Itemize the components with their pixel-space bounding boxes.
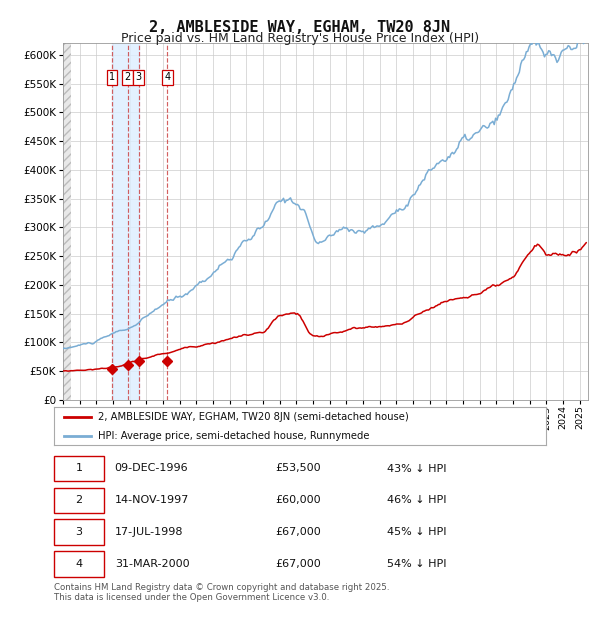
Text: 43% ↓ HPI: 43% ↓ HPI bbox=[386, 464, 446, 474]
Text: Contains HM Land Registry data © Crown copyright and database right 2025.
This d: Contains HM Land Registry data © Crown c… bbox=[54, 583, 389, 602]
Text: 3: 3 bbox=[76, 527, 83, 537]
Text: 46% ↓ HPI: 46% ↓ HPI bbox=[386, 495, 446, 505]
Text: 2: 2 bbox=[124, 73, 131, 82]
Text: 45% ↓ HPI: 45% ↓ HPI bbox=[386, 527, 446, 537]
Text: 09-DEC-1996: 09-DEC-1996 bbox=[115, 464, 188, 474]
Text: 2, AMBLESIDE WAY, EGHAM, TW20 8JN: 2, AMBLESIDE WAY, EGHAM, TW20 8JN bbox=[149, 20, 451, 35]
Text: £67,000: £67,000 bbox=[276, 527, 322, 537]
Text: 2, AMBLESIDE WAY, EGHAM, TW20 8JN (semi-detached house): 2, AMBLESIDE WAY, EGHAM, TW20 8JN (semi-… bbox=[98, 412, 409, 422]
FancyBboxPatch shape bbox=[54, 456, 104, 481]
FancyBboxPatch shape bbox=[54, 551, 104, 577]
Text: £53,500: £53,500 bbox=[276, 464, 322, 474]
Text: 31-MAR-2000: 31-MAR-2000 bbox=[115, 559, 190, 569]
Text: 3: 3 bbox=[136, 73, 142, 82]
Text: £60,000: £60,000 bbox=[276, 495, 322, 505]
Text: 17-JUL-1998: 17-JUL-1998 bbox=[115, 527, 183, 537]
Bar bbox=[112, 43, 139, 400]
Text: 1: 1 bbox=[76, 464, 83, 474]
Text: 2: 2 bbox=[76, 495, 83, 505]
Text: 14-NOV-1997: 14-NOV-1997 bbox=[115, 495, 189, 505]
Text: HPI: Average price, semi-detached house, Runnymede: HPI: Average price, semi-detached house,… bbox=[98, 430, 370, 441]
Text: 4: 4 bbox=[164, 73, 170, 82]
Text: Price paid vs. HM Land Registry's House Price Index (HPI): Price paid vs. HM Land Registry's House … bbox=[121, 32, 479, 45]
Bar bbox=[63, 43, 71, 400]
Text: 1: 1 bbox=[109, 73, 115, 82]
Text: 54% ↓ HPI: 54% ↓ HPI bbox=[386, 559, 446, 569]
FancyBboxPatch shape bbox=[54, 487, 104, 513]
Text: £67,000: £67,000 bbox=[276, 559, 322, 569]
FancyBboxPatch shape bbox=[54, 520, 104, 545]
Text: 4: 4 bbox=[76, 559, 83, 569]
